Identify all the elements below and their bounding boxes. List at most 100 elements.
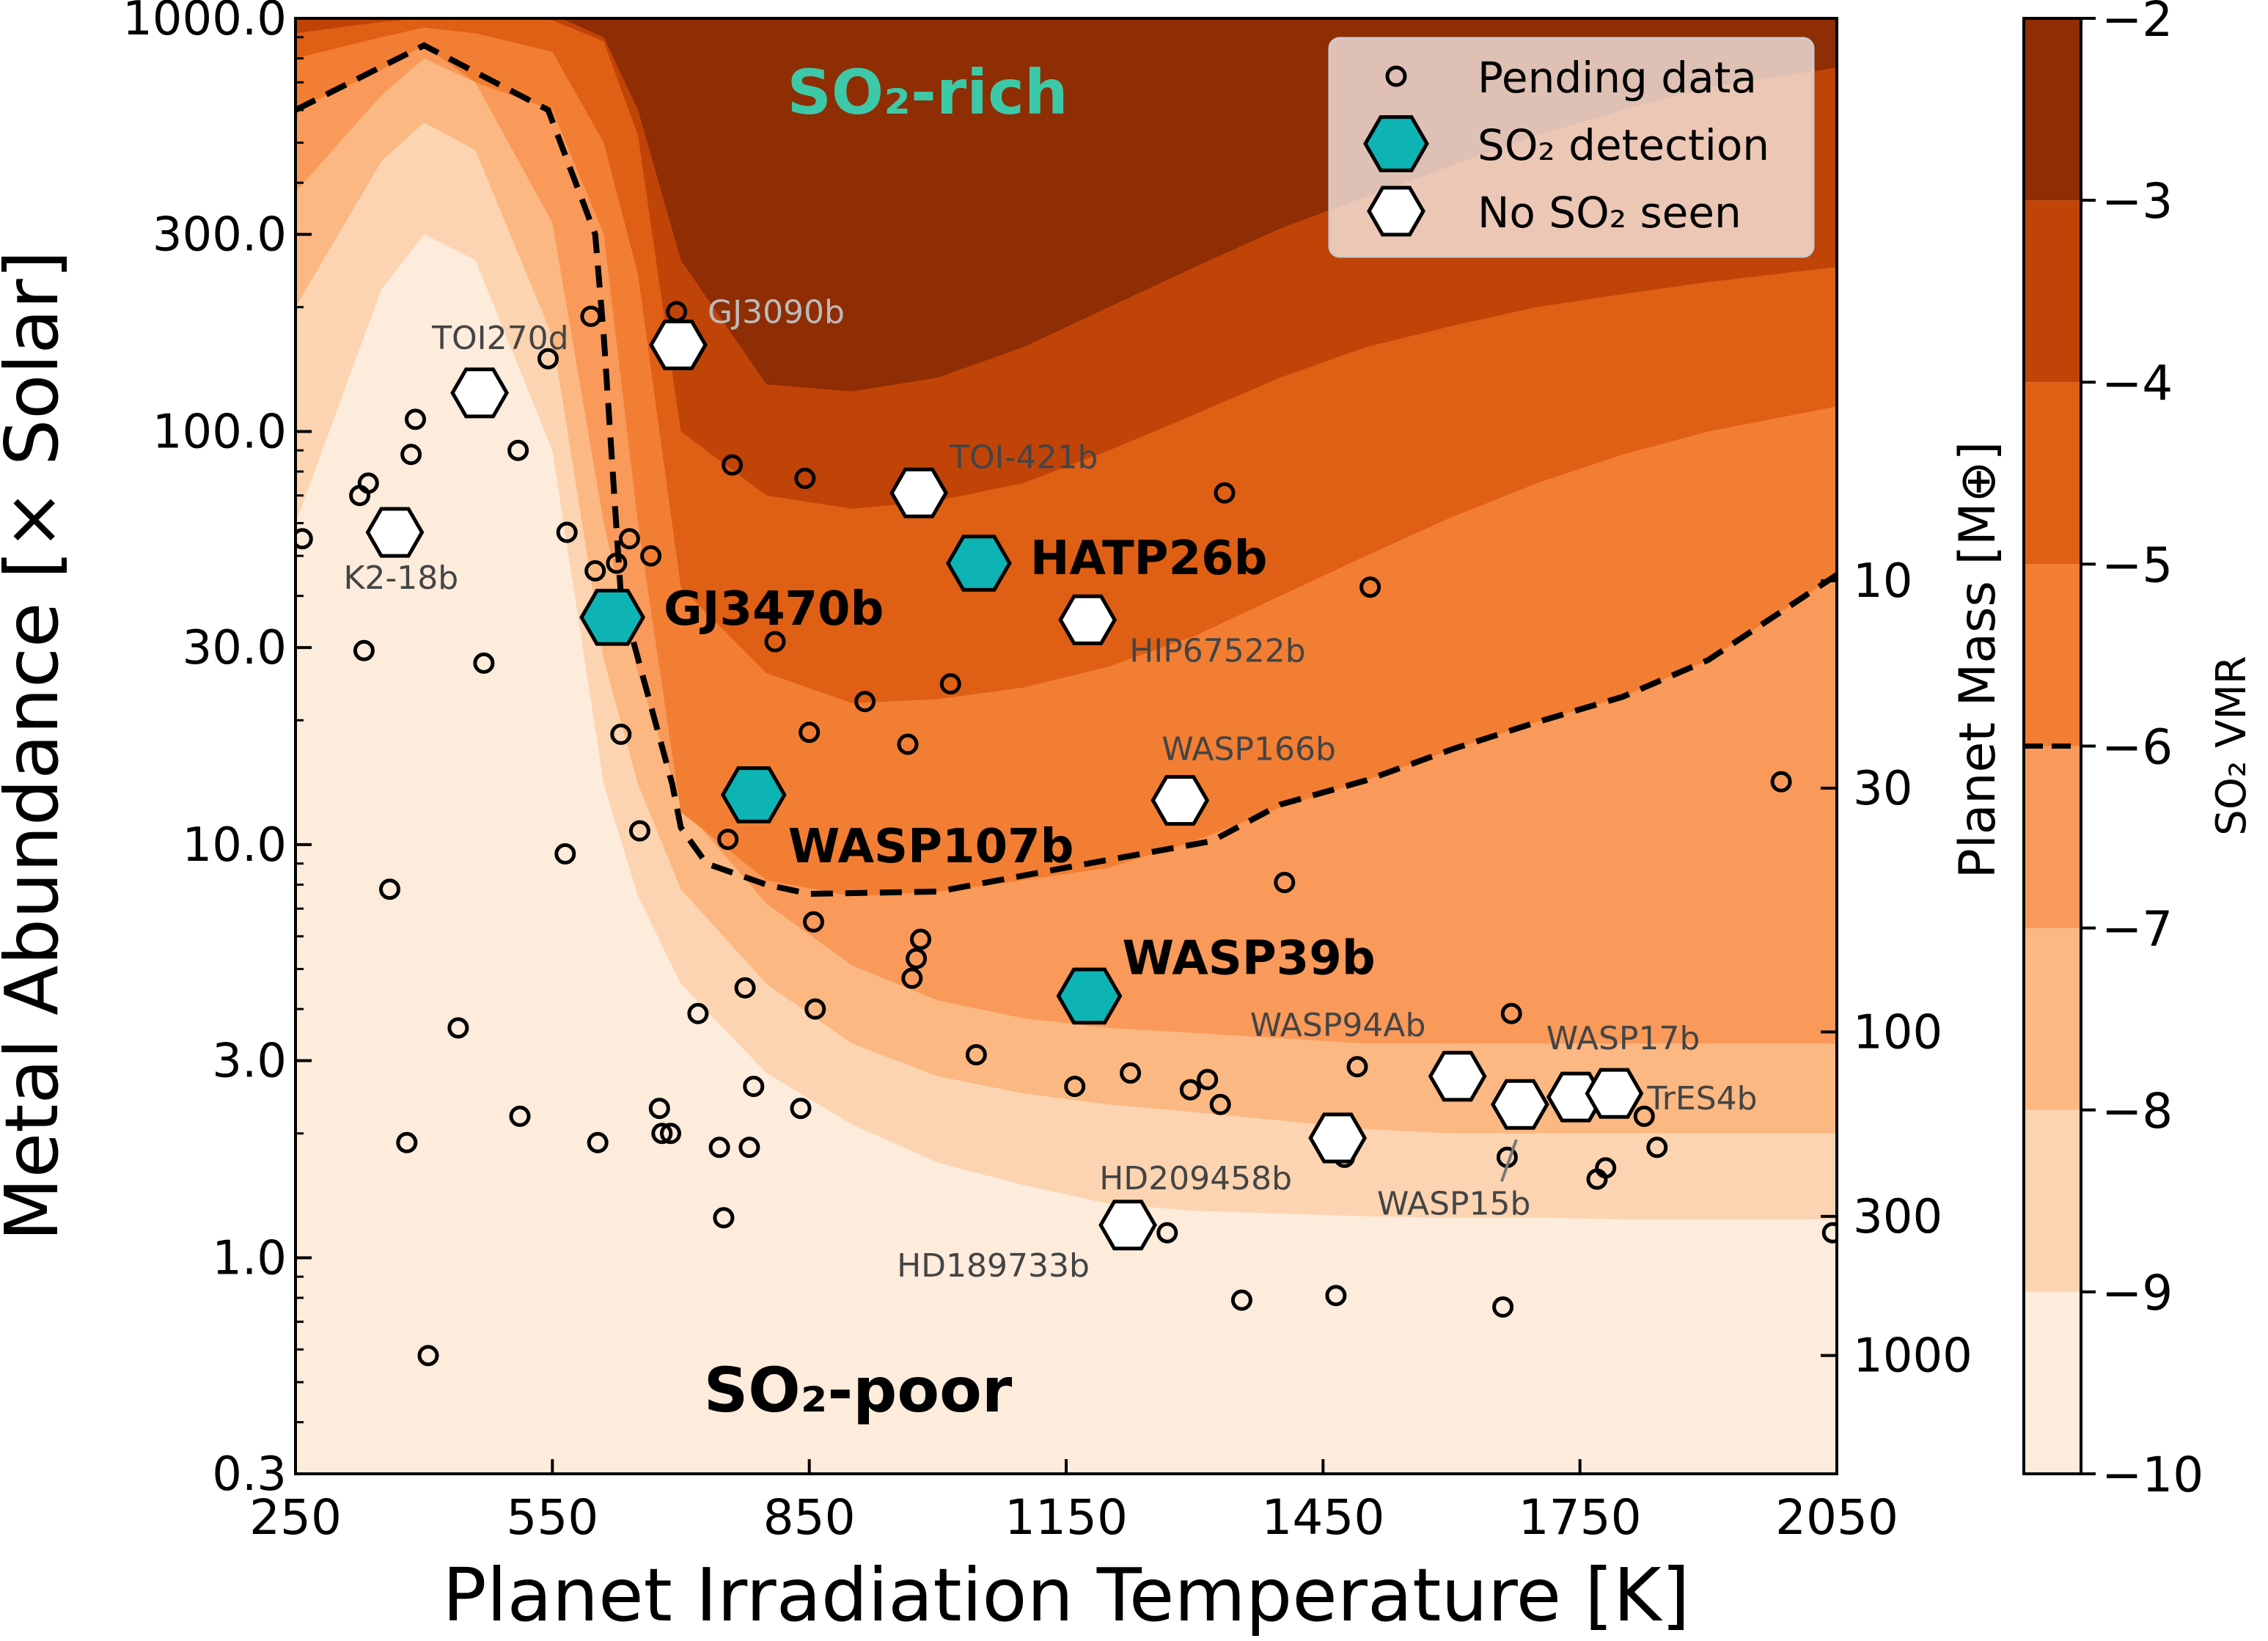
legend-label-pending: Pending data [1478,53,1757,103]
pending-data-point [687,1002,709,1024]
planet-label-toi270d: TOI270d [431,320,568,357]
pending-data-point [1500,1002,1522,1024]
planet-label-hd209458b: HD209458b [1099,1160,1292,1197]
pending-data-point [713,1207,735,1229]
x-tick-label: 550 [506,1489,598,1546]
pending-data-point [580,305,602,327]
pending-data-point [606,552,628,574]
no-so2-marker-wasp17b [1546,1071,1605,1123]
pending-data-point [906,947,928,969]
pending-data-point [1359,576,1381,598]
so2-threshold-dashed-line [296,42,1837,897]
colorbar-ticks: −10 −9 −8 −7 −6 −5 −4 −3 −2 [2081,0,2203,1503]
pending-data-point [357,472,379,494]
pending-data-point [1064,1076,1086,1098]
y-tick-label: 1.0 [212,1231,287,1285]
colorbar-tick-label: −9 [2102,1265,2173,1321]
pending-data-point [1214,482,1236,504]
pending-data-point [1770,771,1792,793]
pending-data-point [379,878,400,900]
colorbar-swatch [2024,564,2081,746]
colorbar [2024,18,2081,1474]
y-tick-label: 3.0 [212,1035,287,1089]
pending-data-point [799,722,821,744]
planet-label-wasp107b: WASP107b [788,820,1074,874]
pending-data-point [537,348,559,370]
legend: Pending data SO₂ detection No SO₂ seen [1328,37,1815,258]
x-tick-label: 2050 [1775,1489,1898,1546]
planet-label-toi-421b: TOI-421b [949,438,1098,476]
legend-pending-marker [1385,65,1407,87]
pending-data-point [353,639,375,661]
wasp15b-leader-line [1500,1139,1518,1182]
no-so2-marker-tres4b [1585,1068,1644,1119]
colorbar-swatch [2024,1109,2081,1292]
pending-data-point [417,1345,439,1367]
colorbar-tick-label: −4 [2102,355,2173,411]
pending-data-point [901,967,923,989]
pending-data-point [897,733,919,755]
planet-label-gj3090b: GJ3090b [708,293,845,331]
planet-label-wasp94ab: WASP94Ab [1250,1007,1426,1044]
legend-label-no-detection: No SO₂ seen [1478,188,1742,238]
planet-label-wasp15b: WASP15b [1377,1185,1531,1222]
pending-data-point [1120,1062,1142,1084]
colorbar-swatch [2024,746,2081,928]
x-tick-label: 1450 [1261,1489,1384,1546]
pending-data-point [804,998,826,1020]
no-so2-marker-toi270d [450,367,509,419]
x-axis-label: Planet Irradiation Temperature [K] [442,1552,1689,1638]
pending-data-point [939,673,961,695]
y-tick-label: 30.0 [183,621,287,675]
mass-axis-ticks: 10 30 100 300 1000 [1821,554,1972,1384]
pending-data-point [764,631,786,653]
y-axis-ticks: 1000.0 300.0 100.0 30.0 10.0 3.0 1.0 0.3 [122,0,312,1502]
mass-tick-label: 30 [1853,762,1912,816]
colorbar-swatch [2024,18,2081,201]
pending-data-point [556,521,578,543]
pending-data-point [507,439,529,461]
so2-rich-label: SO₂-rich [787,56,1068,128]
no-so2-marker-wasp94ab [1428,1051,1487,1102]
pending-data-point [447,1017,469,1039]
colorbar-swatch [2024,382,2081,565]
colorbar-tick-label: −5 [2102,537,2173,593]
pending-data-point [1156,1222,1178,1244]
planet-label-wasp166b: WASP166b [1161,731,1336,768]
pending-data-point [396,1131,418,1153]
planet-label-k2-18b: K2-18b [344,559,459,597]
mass-tick-label: 1000 [1853,1329,1972,1384]
colorbar-label: SO₂ VMR [2208,656,2256,835]
planet-label-gj3470b: GJ3470b [664,582,884,636]
pending-data-point [910,928,931,950]
colorbar-tick-label: −2 [2102,0,2173,48]
pending-data-point [1230,1289,1252,1311]
y-tick-label: 100.0 [153,405,287,459]
y-axis-label: Metal Abundance [× Solar] [0,250,75,1241]
pending-data-point [717,829,739,851]
colorbar-tick-label: −7 [2102,901,2173,958]
no-so2-marker-k2-18b [365,507,425,558]
pending-data-point [660,1123,681,1145]
mass-tick-label: 10 [1853,554,1912,609]
no-so2-marker-hip67522b [1058,594,1118,645]
x-tick-label: 1150 [1005,1489,1128,1546]
pending-data-point [584,560,606,581]
planet-label-hip67522b: HIP67522b [1129,632,1306,669]
pending-data-point [618,528,640,550]
planet-label-wasp39b: WASP39b [1123,931,1376,985]
pending-data-point [1633,1105,1655,1127]
pending-data-point [628,820,650,842]
no-so2-marker-toi-421b [889,467,948,518]
no-so2-marker-hd209458b [1308,1112,1368,1164]
x-axis-ticks: 250 550 850 1150 1450 1750 2050 [249,1459,1898,1546]
pending-data-point [651,1123,673,1145]
pending-data-point [708,1137,730,1159]
so2-detection-marker-hatp26b [946,535,1012,592]
colorbar-swatch [2024,1291,2081,1474]
y-tick-label: 10.0 [183,818,287,873]
x-tick-label: 250 [249,1489,342,1546]
legend-detection-marker [1363,115,1429,172]
pending-data-point [1209,1093,1231,1115]
